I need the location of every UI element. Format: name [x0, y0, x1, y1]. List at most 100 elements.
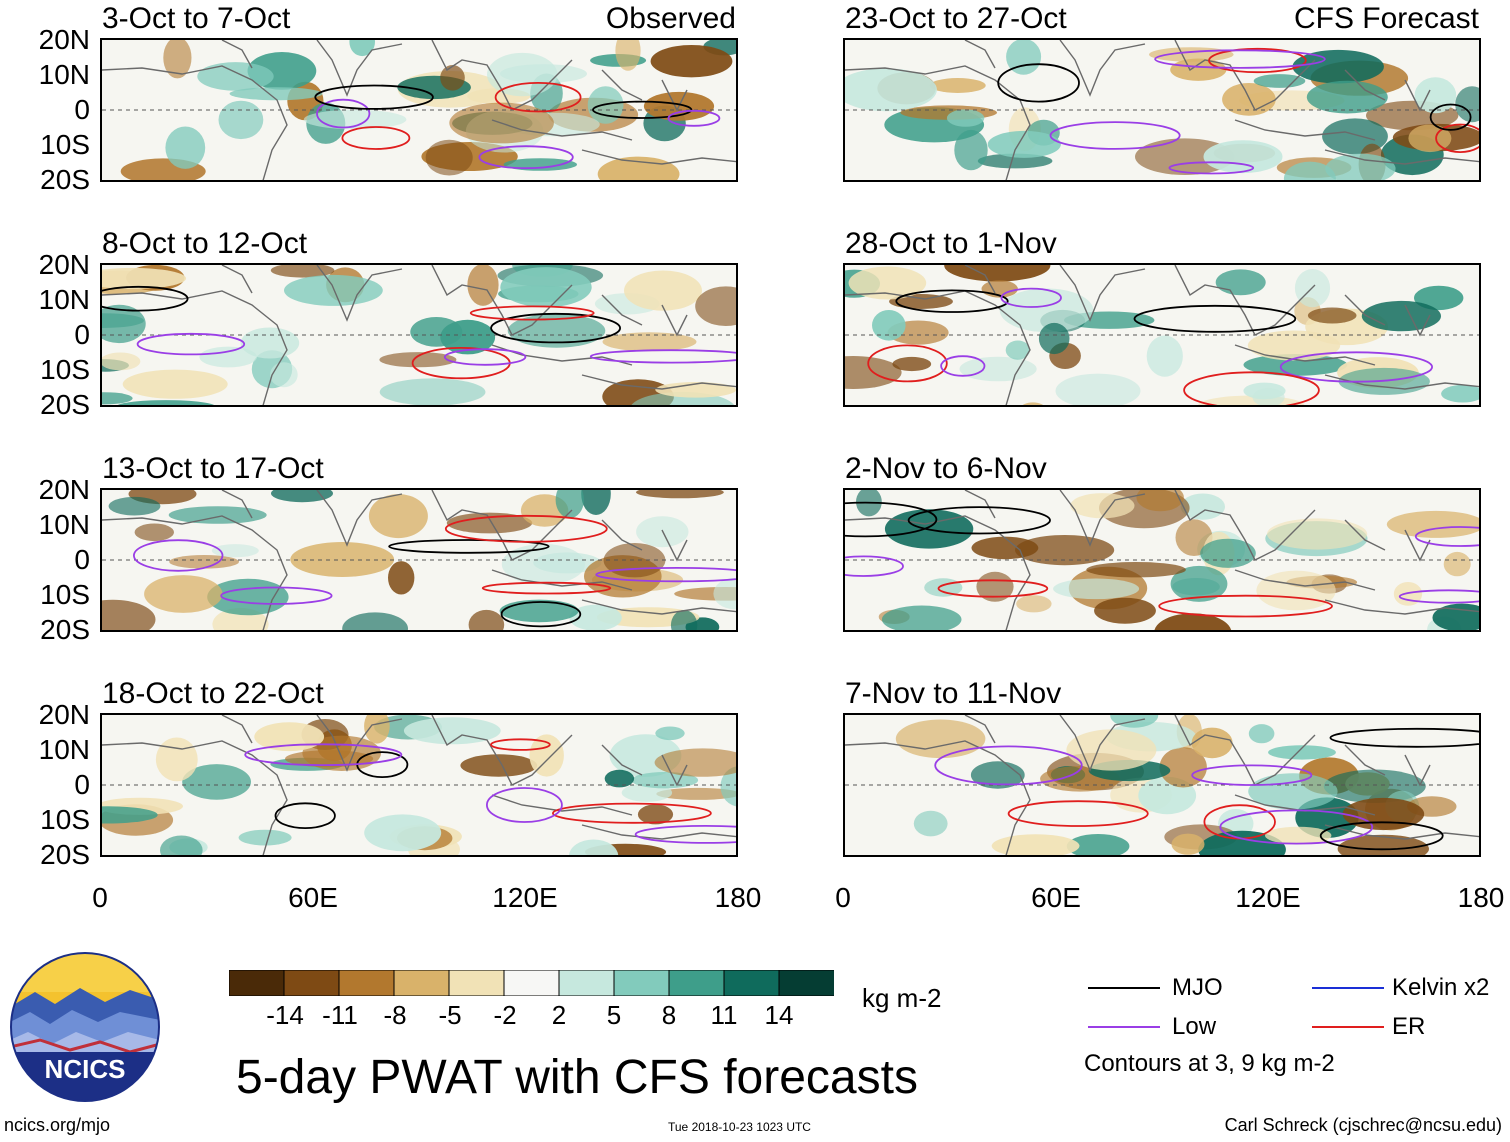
- lat-label: 20N: [38, 249, 90, 280]
- mjo-contour: [997, 63, 1080, 103]
- pwat-anomaly-shade: [1408, 124, 1452, 153]
- low-contour: [1219, 809, 1374, 845]
- pwat-anomaly-shade: [637, 804, 674, 825]
- lon-label: 60E: [288, 882, 338, 913]
- lon-label: 120E: [1235, 882, 1301, 913]
- pwat-anomaly-shade: [425, 139, 473, 176]
- low-contour: [443, 348, 527, 366]
- er-contour: [1007, 800, 1149, 827]
- pwat-anomaly-shade: [656, 787, 736, 800]
- mjo-contour: [314, 84, 434, 110]
- lat-label: 10S: [40, 579, 90, 610]
- pwat-anomaly-shade: [655, 726, 685, 741]
- coastline: [845, 490, 1479, 630]
- er-contour: [490, 738, 551, 751]
- pwat-anomaly-shade: [102, 806, 158, 824]
- low-contour: [132, 539, 224, 572]
- pwat-anomaly-shade: [102, 304, 146, 344]
- low-contour: [1279, 351, 1434, 383]
- pwat-anomaly-shade: [122, 369, 228, 399]
- column-label-forecast: CFS Forecast: [1293, 2, 1479, 35]
- pwat-anomaly-shade: [604, 769, 635, 788]
- pwat-anomaly-shade: [976, 571, 1014, 602]
- pwat-anomaly-shade: [1070, 493, 1135, 519]
- pwat-anomaly-shade: [271, 490, 333, 503]
- pwat-anomaly-shade: [568, 839, 619, 855]
- legend-note: Contours at 3, 9 kg m-2: [1084, 1050, 1335, 1077]
- pwat-anomaly-shade: [1203, 140, 1283, 174]
- lat-label: 20N: [38, 474, 90, 505]
- pwat-anomaly-shade: [895, 719, 986, 759]
- colorbar-tick-label: -14: [266, 1000, 304, 1030]
- pwat-anomaly-shade: [163, 40, 192, 79]
- pwat-anomaly-shade: [499, 599, 579, 623]
- pwat-anomaly-shade: [991, 834, 1080, 855]
- colorbar-unit: kg m-2: [862, 983, 942, 1013]
- lon-label: 180: [714, 882, 762, 913]
- lat-label: 20N: [38, 24, 90, 55]
- colorbar-swatch: [613, 969, 670, 997]
- low-contour: [1168, 161, 1255, 175]
- legend-label-mjo: MJO: [1172, 974, 1223, 1001]
- mjo-contour: [1329, 727, 1479, 748]
- pwat-anomaly-shade: [1149, 47, 1234, 62]
- colorbar-swatch: [723, 969, 780, 997]
- lat-label: 0: [74, 94, 90, 125]
- mjo-contour: [388, 539, 550, 554]
- pwat-anomaly-shade: [500, 64, 587, 84]
- pwat-anomaly-shade: [1386, 510, 1479, 538]
- ncics-logo: NCICS: [10, 952, 160, 1102]
- pwat-anomaly-shade: [959, 356, 1037, 382]
- pwat-anomaly-shade: [1342, 797, 1425, 831]
- mjo-contour: [500, 601, 582, 628]
- pwat-anomaly-shade: [636, 490, 724, 499]
- pwat-anomaly-shade: [929, 78, 986, 93]
- mjo-contour: [592, 100, 693, 119]
- pwat-anomaly-shade: [368, 494, 428, 539]
- pwat-anomaly-shade: [1191, 727, 1233, 759]
- panel-title: 7-Nov to 11-Nov: [845, 677, 1062, 710]
- coastline: [845, 40, 1479, 180]
- pwat-anomaly-shade: [1055, 373, 1141, 405]
- pwat-anomaly-shade: [165, 126, 206, 169]
- colorbar-tick-label: -11: [322, 1000, 358, 1030]
- er-contour: [1183, 371, 1320, 405]
- low-contour: [940, 355, 986, 377]
- pwat-anomaly-shade: [155, 737, 198, 782]
- pwat-anomaly-shade: [1022, 402, 1044, 405]
- pwat-anomaly-shade: [650, 45, 733, 78]
- pwat-anomaly-shade: [602, 332, 697, 352]
- pwat-anomaly-shade: [1253, 74, 1306, 88]
- low-contour: [1398, 589, 1479, 604]
- low-contour: [634, 825, 736, 844]
- pwat-anomaly-shade: [720, 766, 736, 807]
- pwat-anomaly-shade: [1171, 833, 1205, 855]
- lat-label: 0: [74, 769, 90, 800]
- lon-label: 60E: [1031, 882, 1081, 913]
- panel-title: 8-Oct to 12-Oct: [102, 227, 308, 260]
- colorbar-swatch: [338, 969, 395, 997]
- pwat-anomaly-shade: [364, 814, 442, 852]
- lat-label: 0: [74, 319, 90, 350]
- pwat-anomaly-shade: [913, 810, 948, 837]
- er-contour: [937, 579, 1049, 598]
- pwat-anomaly-shade: [500, 267, 592, 308]
- pwat-anomaly-shade: [1267, 518, 1368, 550]
- pwat-anomaly-shade: [1170, 58, 1227, 81]
- pwat-anomaly-shade: [168, 506, 267, 524]
- pwat-anomaly-shade: [117, 400, 215, 405]
- legend-line-low: [1088, 1026, 1160, 1028]
- pwat-anomaly-shade: [1265, 826, 1332, 845]
- lat-label: 10N: [38, 734, 90, 765]
- panel-title: 13-Oct to 17-Oct: [102, 452, 324, 485]
- map-panel: [843, 488, 1481, 632]
- pwat-anomaly-shade: [182, 764, 251, 800]
- low-contour: [316, 98, 371, 129]
- low-contour: [1414, 526, 1479, 547]
- mjo-contour: [907, 506, 1051, 535]
- mjo-contour: [1133, 304, 1297, 333]
- pwat-anomaly-shade: [555, 490, 584, 519]
- pwat-anomaly-shade: [460, 754, 538, 777]
- pwat-anomaly-shade: [467, 265, 499, 306]
- footer-url[interactable]: ncics.org/mjo: [4, 1115, 111, 1135]
